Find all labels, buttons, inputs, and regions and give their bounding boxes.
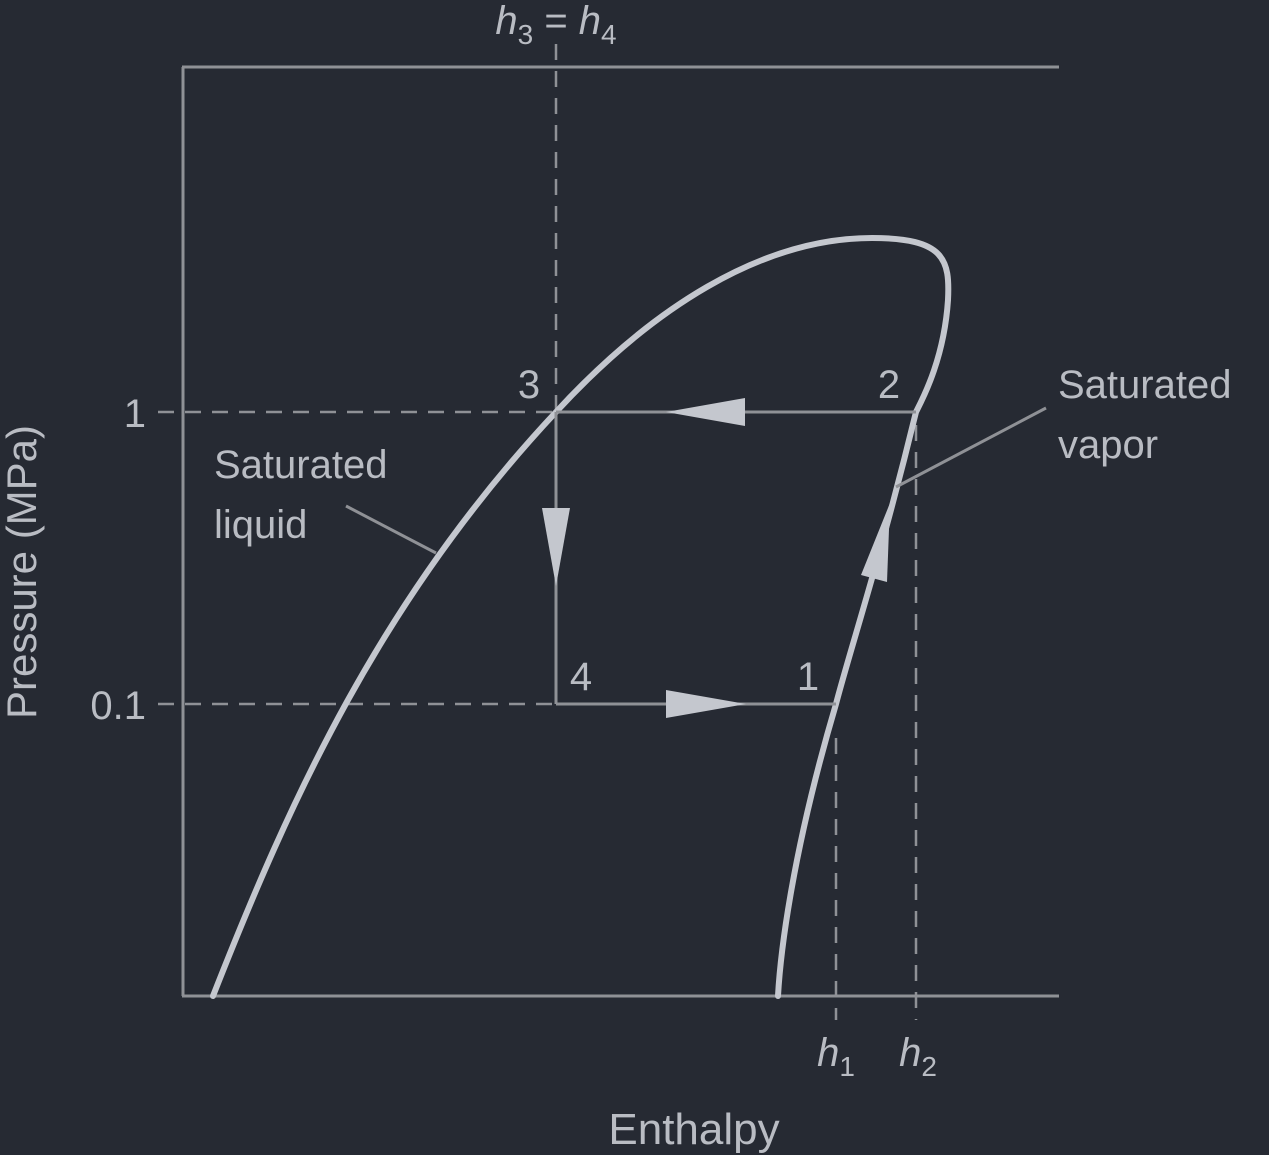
x-axis-label: Enthalpy	[608, 1105, 779, 1154]
state-point-3: 3	[518, 363, 540, 407]
saturated-vapor-label: Saturated vapor	[1058, 363, 1243, 467]
saturation-dome-curve	[210, 234, 952, 999]
pressure-tick-0.1: 0.1	[90, 684, 146, 728]
reference-lines	[158, 44, 918, 1020]
state-point-4: 4	[570, 655, 592, 699]
evaporator-arrow	[666, 690, 746, 718]
saturated-liquid-leader	[345, 504, 437, 555]
expansion-arrow	[542, 508, 570, 586]
y-axis-label: Pressure (MPa)	[0, 425, 45, 719]
state-point-1: 1	[797, 655, 819, 699]
condenser-arrow	[666, 398, 745, 426]
h2-label: h2	[899, 1031, 937, 1082]
pressure-tick-1: 1	[124, 392, 146, 436]
refrigeration-cycle	[554, 410, 916, 706]
h1-label: h1	[817, 1031, 855, 1082]
plot-frame	[181, 65, 1059, 998]
state-point-2: 2	[878, 363, 900, 407]
compression-arrow	[861, 503, 890, 582]
h3-equals-h4-label: h3 = h4	[495, 0, 616, 50]
saturated-liquid-label: Saturated liquid	[214, 443, 399, 547]
saturated-vapor-leader	[895, 406, 1047, 489]
